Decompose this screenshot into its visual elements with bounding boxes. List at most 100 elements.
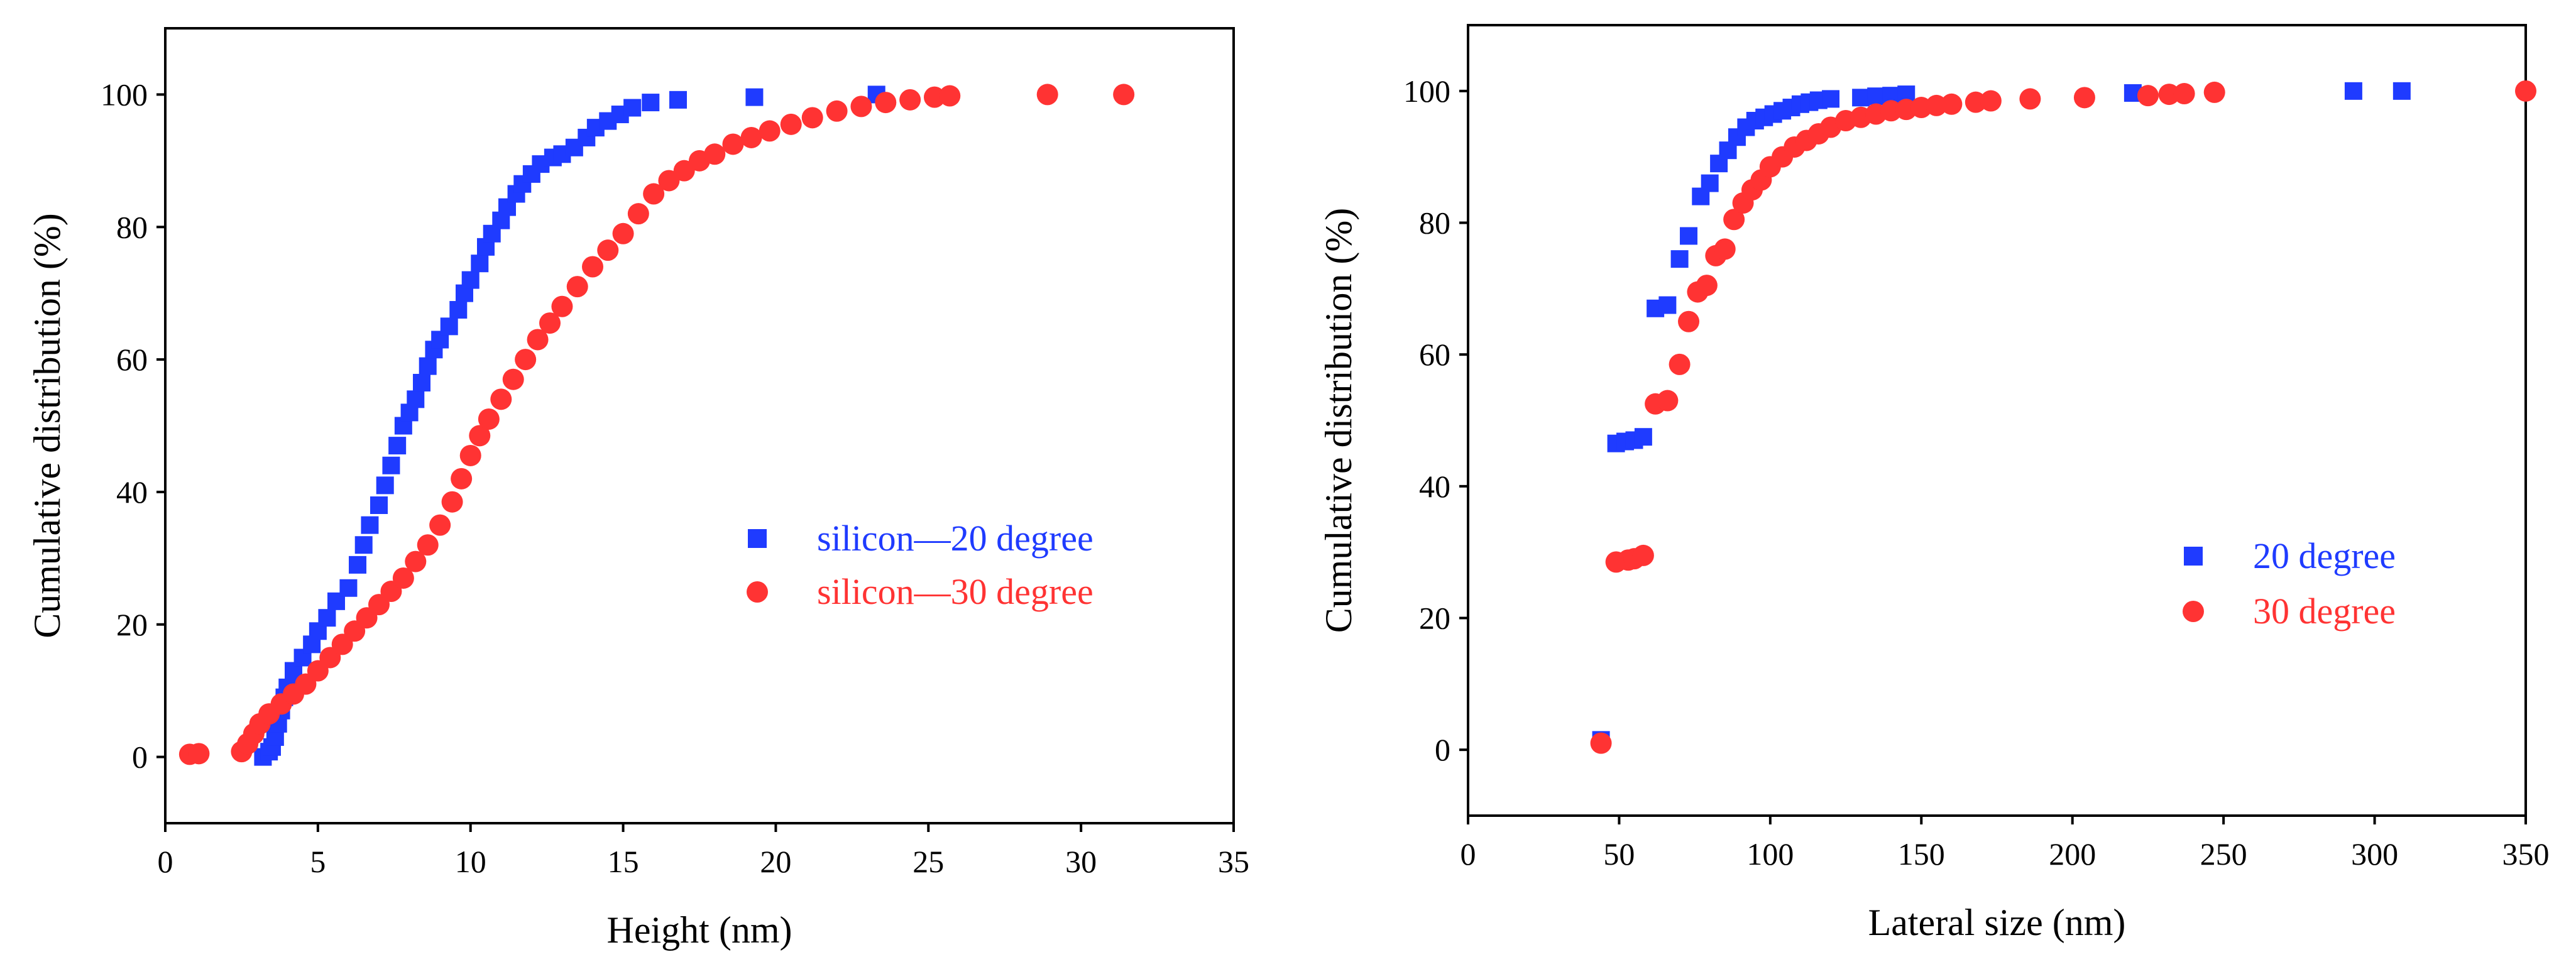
legend-label: 20 degree bbox=[2253, 535, 2396, 576]
data-point-series-2 bbox=[780, 113, 802, 135]
data-point-series-2 bbox=[417, 534, 439, 556]
data-point-series-1 bbox=[471, 254, 489, 273]
data-point-series-1 bbox=[370, 496, 388, 514]
data-point-series-2 bbox=[527, 329, 549, 351]
data-point-series-1 bbox=[1852, 89, 1870, 107]
data-point-series-1 bbox=[1634, 428, 1652, 446]
data-point-series-2 bbox=[2173, 83, 2195, 105]
data-point-series-2 bbox=[392, 567, 414, 589]
data-point-series-1 bbox=[1701, 174, 1719, 192]
data-point-series-1 bbox=[388, 437, 407, 455]
data-point-series-2 bbox=[850, 96, 872, 118]
y-tick-label: 80 bbox=[116, 209, 148, 244]
data-point-series-1 bbox=[642, 94, 660, 112]
y-tick-label: 100 bbox=[1403, 74, 1450, 109]
data-point-series-1 bbox=[361, 516, 379, 534]
data-point-series-2 bbox=[515, 349, 537, 371]
x-tick-label: 300 bbox=[2351, 836, 2398, 872]
data-point-series-1 bbox=[2344, 82, 2362, 100]
data-point-series-2 bbox=[582, 256, 603, 278]
x-tick-label: 15 bbox=[608, 844, 639, 879]
data-point-series-2 bbox=[875, 92, 897, 114]
data-point-series-2 bbox=[1590, 732, 1612, 754]
data-point-series-1 bbox=[1658, 296, 1677, 314]
x-tick-label: 50 bbox=[1603, 836, 1635, 872]
y-tick-label: 60 bbox=[116, 342, 148, 377]
x-tick-label: 250 bbox=[2200, 836, 2247, 872]
y-tick-label: 0 bbox=[132, 740, 148, 775]
x-tick-label: 0 bbox=[158, 844, 173, 879]
data-point-series-2 bbox=[899, 89, 921, 111]
data-point-series-1 bbox=[669, 90, 687, 109]
data-point-series-1 bbox=[623, 99, 642, 117]
data-point-series-2 bbox=[826, 100, 848, 122]
data-point-series-2 bbox=[1669, 353, 1691, 375]
data-point-series-1 bbox=[1822, 90, 1840, 108]
data-point-series-1 bbox=[413, 373, 430, 391]
legend-marker-square bbox=[2184, 547, 2203, 566]
data-point-series-2 bbox=[405, 550, 427, 572]
data-point-series-1 bbox=[2392, 82, 2411, 100]
data-point-series-2 bbox=[451, 468, 473, 490]
data-point-series-2 bbox=[1657, 390, 1679, 412]
data-point-series-2 bbox=[740, 126, 762, 148]
data-point-series-2 bbox=[1696, 275, 1718, 297]
y-tick-label: 80 bbox=[1419, 205, 1450, 241]
x-tick-label: 100 bbox=[1746, 836, 1794, 872]
data-point-series-2 bbox=[2203, 81, 2225, 103]
legend-marker-square bbox=[748, 529, 767, 548]
data-point-series-1 bbox=[449, 301, 468, 319]
data-point-series-2 bbox=[924, 86, 945, 108]
data-point-series-2 bbox=[441, 491, 463, 513]
data-point-series-2 bbox=[704, 143, 726, 165]
data-point-series-2 bbox=[469, 425, 491, 447]
legend-marker-circle bbox=[747, 581, 768, 603]
data-point-series-1 bbox=[382, 456, 400, 474]
data-point-series-1 bbox=[1670, 250, 1689, 268]
data-point-series-1 bbox=[1867, 87, 1885, 106]
data-point-series-1 bbox=[339, 579, 358, 597]
data-point-series-2 bbox=[2158, 84, 2180, 106]
plot-frame bbox=[164, 27, 1235, 824]
lateral-size-distribution-chart: 0 50 100 150 200 250 300 350 0 20 40 60 80 100 Lateral… bbox=[1318, 24, 2550, 943]
data-point-series-2 bbox=[490, 388, 512, 410]
data-point-series-2 bbox=[459, 444, 481, 466]
data-point-series-1 bbox=[318, 609, 336, 627]
x-tick-label: 25 bbox=[913, 844, 944, 879]
data-point-series-2 bbox=[2515, 80, 2536, 102]
y-tick-label: 40 bbox=[116, 474, 148, 510]
data-point-series-2 bbox=[597, 239, 619, 261]
x-tick-label: 35 bbox=[1218, 844, 1249, 879]
x-tick-label: 5 bbox=[310, 844, 326, 879]
x-axis-label: Lateral size (nm) bbox=[1868, 902, 2126, 943]
data-point-series-2 bbox=[1632, 544, 1654, 566]
y-tick-label: 20 bbox=[116, 607, 148, 642]
data-point-series-2 bbox=[2137, 85, 2159, 107]
legend-marker-circle bbox=[2183, 601, 2204, 622]
data-point-series-2 bbox=[502, 368, 524, 390]
data-point-series-2 bbox=[566, 276, 588, 298]
data-point-series-2 bbox=[627, 203, 649, 225]
data-point-series-2 bbox=[673, 160, 695, 182]
y-axis-label: Cumulative distribution (%) bbox=[26, 213, 68, 638]
data-point-series-1 bbox=[354, 536, 373, 554]
x-tick-label: 0 bbox=[1461, 836, 1476, 872]
x-tick-label: 10 bbox=[455, 844, 486, 879]
data-point-series-2 bbox=[1714, 238, 1736, 260]
data-point-series-1 bbox=[419, 357, 437, 375]
data-point-series-1 bbox=[440, 317, 458, 336]
data-point-series-1 bbox=[745, 88, 764, 106]
data-point-series-2 bbox=[1723, 209, 1745, 231]
data-point-series-2 bbox=[551, 295, 573, 317]
data-point-series-1 bbox=[461, 271, 480, 289]
data-point-series-2 bbox=[539, 312, 561, 334]
height-distribution-chart: 0 5 10 15 20 25 30 35 0 20 40 60 80 100 Height (nm) Cum… bbox=[26, 27, 1249, 951]
data-point-series-1 bbox=[349, 555, 366, 574]
y-tick-label: 40 bbox=[1419, 469, 1450, 504]
legend-label: 30 degree bbox=[2253, 591, 2396, 632]
data-point-series-1 bbox=[407, 390, 425, 408]
data-point-series-2 bbox=[643, 183, 665, 205]
data-point-series-2 bbox=[1036, 84, 1058, 106]
data-point-series-2 bbox=[722, 133, 744, 155]
y-tick-label: 60 bbox=[1419, 337, 1450, 372]
